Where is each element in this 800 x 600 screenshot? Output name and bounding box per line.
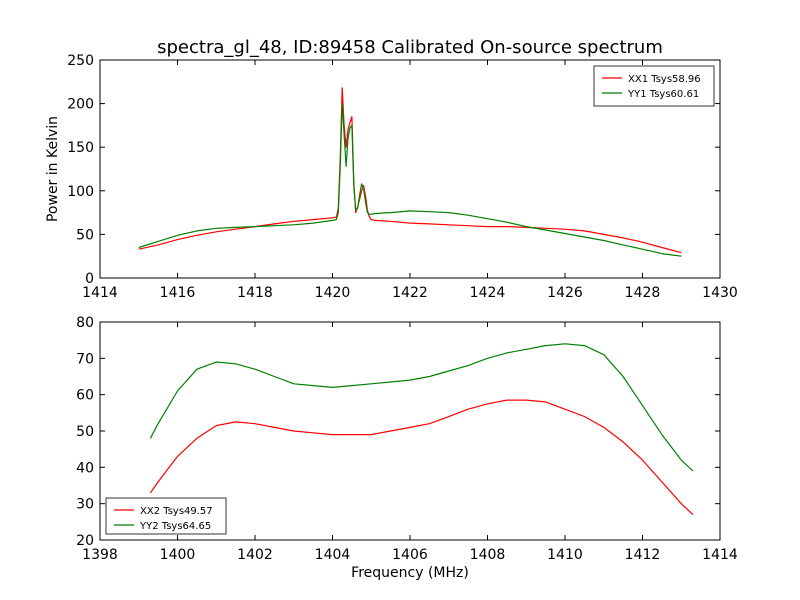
legend: XX1 Tsys58.96 YY1 Tsys60.61 xyxy=(593,65,715,107)
series-line-2 xyxy=(138,102,682,257)
x-tick-label: 1412 xyxy=(625,547,661,563)
y-tick-label: 250 xyxy=(67,53,94,69)
y-tick-label: 50 xyxy=(76,227,94,243)
y-tick-label: 100 xyxy=(67,184,94,200)
x-tick-label: 1418 xyxy=(237,285,273,301)
x-tick-label: 1410 xyxy=(547,547,583,563)
legend-label: XX1 Tsys58.96 xyxy=(628,74,701,85)
series-line-1 xyxy=(149,399,694,516)
x-tick-label: 1400 xyxy=(160,547,196,563)
legend-box xyxy=(105,497,227,535)
y-tick-label: 20 xyxy=(76,533,94,549)
subplot-2: 1398 1400 1402 1404 1406 1408 1410 1412 1414 20 30… xyxy=(76,315,738,581)
legend-label: YY1 Tsys60.61 xyxy=(627,89,699,100)
x-tick-label: 1416 xyxy=(160,285,196,301)
x-tick-label: 1430 xyxy=(702,285,738,301)
y-tick-label: 0 xyxy=(85,271,94,287)
x-tick-label: 1414 xyxy=(702,547,738,563)
y-tick-label: 50 xyxy=(76,424,94,440)
legend-box xyxy=(593,65,715,107)
x-tick-label: 1426 xyxy=(547,285,583,301)
y-tick-label: 200 xyxy=(67,97,94,113)
x-tick-label: 1422 xyxy=(392,285,428,301)
y-tick-label: 70 xyxy=(76,351,94,367)
legend: XX2 Tsys49.57 YY2 Tsys64.65 xyxy=(105,497,227,535)
y-tick-label: 40 xyxy=(76,460,94,476)
x-tick-label: 1404 xyxy=(315,547,351,563)
x-tick-label: 1424 xyxy=(470,285,506,301)
subplot-1: 1414 1416 1418 1420 1422 1424 1426 1428 1430 0 50 1… xyxy=(45,53,738,301)
y-axis-label: Power in Kelvin xyxy=(45,116,61,222)
x-tick-label: 1428 xyxy=(625,285,661,301)
x-tick-label: 1402 xyxy=(237,547,273,563)
x-tick-label: 1398 xyxy=(82,547,118,563)
x-axis-label: Frequency (MHz) xyxy=(351,565,469,581)
x-tick-label: 1414 xyxy=(82,285,118,301)
series-line-2 xyxy=(149,343,694,472)
legend-label: YY2 Tsys64.65 xyxy=(139,521,211,532)
legend-label: XX2 Tsys49.57 xyxy=(140,506,213,517)
x-tick-label: 1406 xyxy=(392,547,428,563)
y-tick-label: 60 xyxy=(76,388,94,404)
x-tick-label: 1408 xyxy=(470,547,506,563)
y-tick-label: 150 xyxy=(67,140,94,156)
y-tick-label: 30 xyxy=(76,497,94,513)
chart-title: spectra_gl_48, ID:89458 Calibrated On-so… xyxy=(157,37,663,58)
x-tick-label: 1420 xyxy=(315,285,351,301)
y-tick-label: 80 xyxy=(76,315,94,331)
